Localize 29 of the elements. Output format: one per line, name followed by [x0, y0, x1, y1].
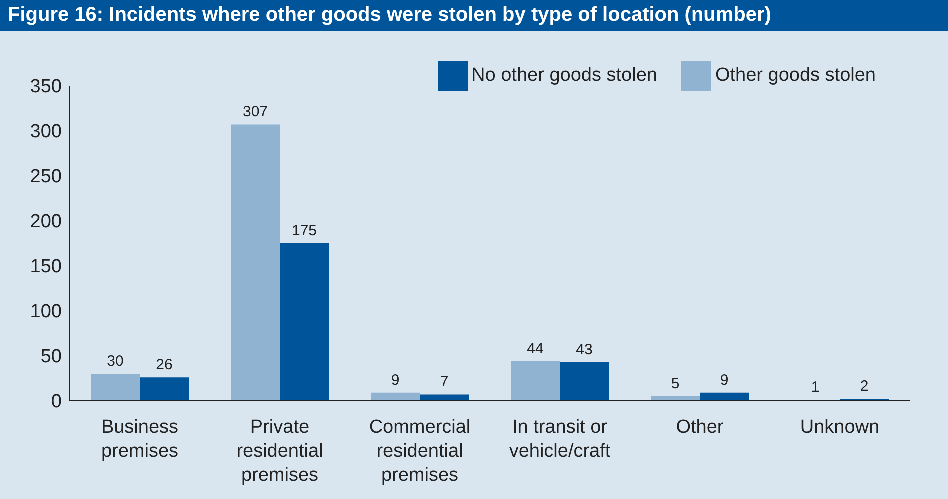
data-label: 5: [671, 376, 680, 392]
data-label: 1: [811, 379, 820, 396]
x-tick-label: Other: [676, 417, 724, 438]
data-label: 175: [292, 222, 318, 240]
data-label: 43: [576, 341, 593, 358]
data-label: 9: [720, 372, 729, 389]
data-label: 307: [242, 104, 268, 121]
y-tick-label: 250: [30, 166, 62, 188]
data-label: 26: [156, 356, 173, 374]
data-label: 44: [527, 340, 544, 358]
data-label: 7: [440, 374, 449, 391]
y-tick-label: 150: [30, 256, 62, 278]
y-tick-label: 350: [30, 76, 62, 98]
legend-label: No other goods stolen: [472, 65, 658, 86]
y-tick-label: 50: [40, 346, 62, 368]
y-tick-label: 200: [30, 212, 62, 233]
x-tick-label: In transit or vehicle/craft: [509, 417, 612, 462]
y-tick-label: 100: [30, 302, 62, 323]
data-label: 2: [860, 378, 869, 396]
y-tick-label: 300: [30, 122, 62, 143]
data-label: 30: [107, 353, 124, 370]
x-tick-label: Private residential premises: [236, 417, 324, 486]
chart-title: Figure 16: Incidents where other goods were stolen by type of location (number): [0, 0, 948, 31]
data-label: 9: [391, 372, 400, 389]
x-tick-label: Commercial residential premises: [369, 417, 471, 486]
y-tick-label: 0: [51, 392, 62, 413]
x-tick-label: Business premises: [101, 417, 179, 462]
x-tick-label: Unknown: [800, 417, 880, 438]
legend-label: Other goods stolen: [715, 65, 876, 86]
